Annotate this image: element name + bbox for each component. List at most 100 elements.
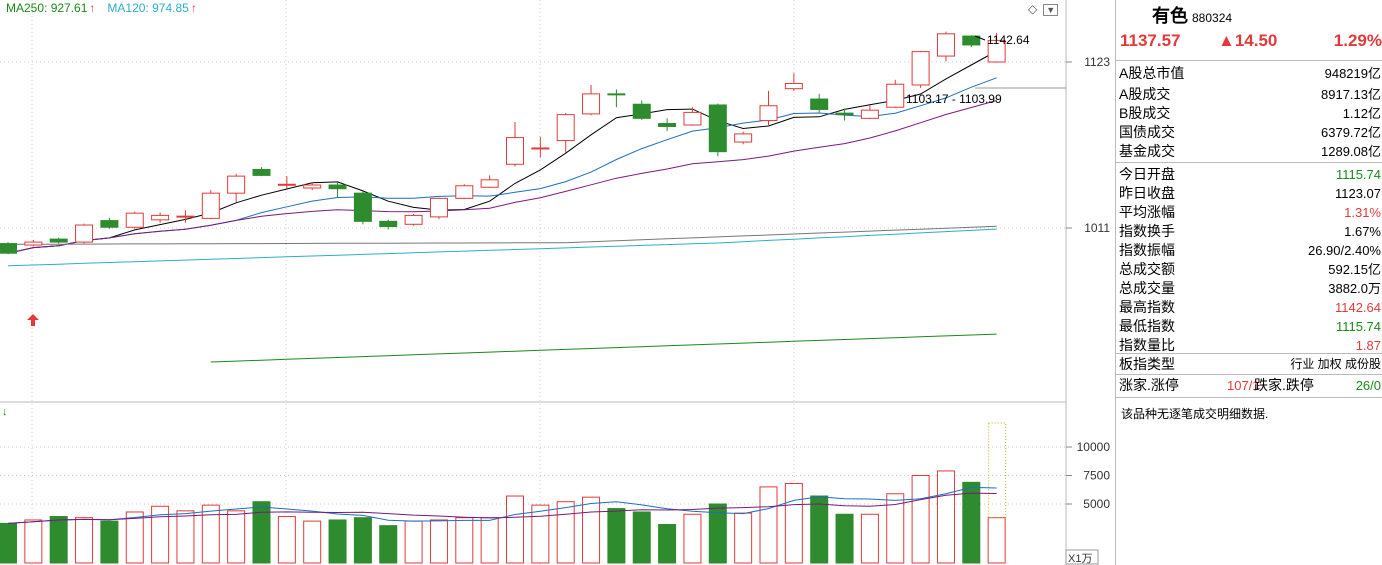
candle-body [125, 212, 144, 228]
projected-volume-box [988, 422, 1007, 519]
ma120-line [7, 228, 997, 267]
dropdown-icon[interactable]: ▼ [1043, 4, 1059, 16]
buy-arrow-icon [27, 314, 39, 326]
chart-controls: ◇ ▼ [1028, 2, 1064, 16]
stat-label: 总成交量 [1119, 280, 1175, 296]
stat-value: 1115.74 [1335, 167, 1381, 182]
ma250-up-arrow-icon: ↑ [89, 1, 96, 15]
candle-body [886, 83, 905, 108]
high-annotation: 1142.64 [987, 33, 1030, 47]
stat-label: B股成交 [1119, 105, 1171, 121]
down-arrow-icon: ↓ [2, 406, 8, 418]
volume-bar [962, 481, 981, 564]
volume-tick-label: 5000 [1083, 497, 1110, 511]
candle-body [429, 197, 448, 218]
volume-bar [987, 517, 1006, 564]
ma120-up-arrow-icon: ↑ [190, 1, 197, 15]
instrument-title: 有色 880324 [1152, 2, 1232, 26]
stat-label: 昨日收盘 [1119, 185, 1175, 201]
volume-bar [303, 520, 322, 564]
volume-bar [201, 504, 220, 564]
ma60-line [7, 225, 997, 245]
candle-body [632, 103, 651, 119]
stat-row: 指数振幅 26.90/2.40% [1116, 241, 1382, 260]
board-type-label: 板指类型 [1119, 356, 1175, 372]
stat-row: 基金成交 1289.08亿 [1116, 142, 1382, 161]
volume-ma10-line [7, 492, 997, 524]
volume-bar [480, 517, 499, 564]
stat-label: A股成交 [1119, 86, 1171, 102]
kline-chart[interactable]: MA250: 927.61 ↑ MA120: 974.85 ↑ ◇ ▼ 1123 101… [0, 0, 1115, 565]
range-annotation: 1103.17 - 1103.99 [906, 92, 1002, 106]
candle-body [962, 35, 981, 46]
stat-row: 指数量比 1.87 [1116, 336, 1382, 355]
candle-body [201, 192, 220, 219]
candle-body [75, 224, 94, 243]
candle-body [810, 98, 829, 110]
stat-value: 948219亿 [1324, 66, 1381, 81]
price-tick-label: 1123 [1084, 55, 1110, 69]
candle-body [835, 112, 854, 116]
stat-row: B股成交 1.12亿 [1116, 104, 1382, 123]
volume-bar [125, 511, 144, 564]
price-row: 1137.57 ▲14.50 1.29% [1120, 31, 1382, 55]
stat-label: 最低指数 [1119, 318, 1175, 334]
ma120-label: MA120: 974.85 [107, 1, 189, 15]
stat-row: A股总市值 948219亿 [1116, 64, 1382, 83]
stat-row: 今日开盘 1115.74 [1116, 165, 1382, 184]
candle-body [480, 179, 499, 188]
instrument-name: 有色 [1152, 6, 1188, 26]
volume-bar [708, 503, 727, 564]
ma10-line [7, 77, 997, 254]
stat-value: 1115.74 [1335, 319, 1381, 334]
volume-tick-label: 10000 [1077, 440, 1111, 454]
stat-row: 国债成交 6379.72亿 [1116, 123, 1382, 142]
stat-value: 1289.08亿 [1321, 144, 1381, 159]
stat-row: 昨日收盘 1123.07 [1116, 184, 1382, 203]
stat-label: 最高指数 [1119, 299, 1175, 315]
candle-body [987, 39, 1006, 63]
price-tick-label: 1011 [1084, 221, 1110, 235]
candle-body [24, 241, 43, 246]
stat-value: 1123.07 [1334, 186, 1381, 201]
volume-bar [379, 525, 398, 564]
candle-body [100, 220, 119, 228]
diamond-icon[interactable]: ◇ [1028, 2, 1038, 16]
candle-body [379, 220, 398, 228]
tick-data-note: 该品种无逐笔成交明细数据. [1121, 407, 1269, 421]
volume-bar [176, 510, 195, 564]
stat-value: 1.87 [1355, 338, 1381, 353]
ma-legend: MA250: 927.61 ↑ MA120: 974.85 ↑ [6, 1, 199, 15]
volume-bar [683, 513, 702, 564]
candle-body [176, 215, 195, 218]
volume-bar [860, 513, 879, 564]
stat-row: 最低指数 1115.74 [1116, 317, 1382, 336]
stat-value: 3882.0万 [1328, 281, 1381, 296]
candle-body [303, 184, 322, 189]
stat-label: 国债成交 [1119, 124, 1175, 140]
volume-bar [607, 508, 626, 564]
board-type-value[interactable]: 行业 加权 成份股 [1290, 357, 1381, 371]
stat-value: 1.67% [1344, 224, 1381, 239]
volume-bar [911, 475, 930, 564]
candle-body [556, 114, 575, 142]
candle-body [455, 185, 474, 199]
volume-bar [632, 511, 651, 564]
volume-bar [759, 486, 778, 564]
stat-row: 最高指数 1142.64 [1116, 298, 1382, 317]
candle-body [151, 214, 170, 221]
volume-bar [582, 496, 601, 564]
candle-body [936, 33, 955, 57]
volume-bar [734, 512, 753, 564]
volume-bar [227, 510, 246, 564]
volume-bar [24, 519, 43, 564]
stat-row: 指数换手 1.67% [1116, 222, 1382, 241]
candle-body [860, 109, 879, 119]
volume-bar [784, 482, 803, 564]
candle-body [328, 184, 347, 190]
volume-bar [252, 501, 271, 564]
volume-unit-label: X1万 [1068, 553, 1092, 565]
volume-bar [936, 470, 955, 564]
stat-label: A股总市值 [1119, 65, 1185, 81]
high-leader-line [974, 35, 986, 41]
